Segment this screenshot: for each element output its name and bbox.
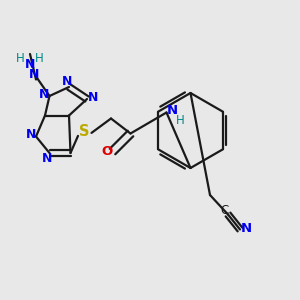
Text: N: N <box>39 88 49 101</box>
Text: N: N <box>166 104 178 118</box>
Text: N: N <box>61 75 72 88</box>
Text: H: H <box>176 113 184 127</box>
Text: N: N <box>25 58 35 71</box>
Text: H: H <box>34 52 43 65</box>
Text: H: H <box>16 52 25 65</box>
Text: O: O <box>101 145 112 158</box>
Text: N: N <box>240 221 252 235</box>
Text: N: N <box>42 152 52 165</box>
Text: C: C <box>220 203 229 217</box>
Text: S: S <box>79 124 89 139</box>
Text: N: N <box>88 91 98 104</box>
Text: N: N <box>26 128 36 142</box>
Text: N: N <box>29 68 40 82</box>
